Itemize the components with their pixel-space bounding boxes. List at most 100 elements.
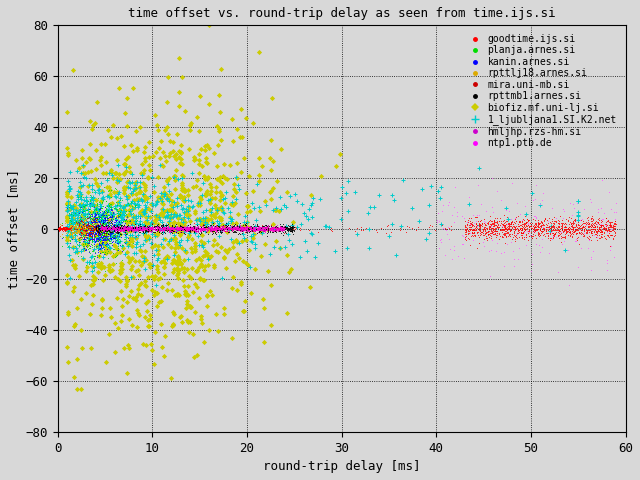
Point — [234, 254, 244, 262]
Point — [98, 216, 108, 224]
Point — [520, 220, 530, 228]
Point — [113, 222, 123, 230]
Point — [190, 227, 200, 234]
Point — [136, 226, 147, 234]
Point — [95, 225, 106, 232]
Point — [472, 222, 483, 230]
Point — [197, 262, 207, 270]
Point — [267, 224, 277, 232]
Point — [62, 226, 72, 233]
Point — [100, 215, 110, 223]
Point — [191, 224, 202, 232]
Point — [324, 223, 334, 231]
Point — [80, 201, 90, 208]
Point — [586, 221, 596, 229]
Point — [234, 226, 244, 234]
Point — [154, 223, 164, 231]
Point — [110, 185, 120, 192]
Point — [197, 241, 207, 249]
Point — [267, 223, 277, 231]
Point — [97, 204, 108, 212]
Point — [567, 225, 577, 233]
Point — [594, 220, 604, 228]
Point — [172, 213, 182, 220]
Point — [73, 224, 83, 231]
Point — [520, 218, 531, 226]
Point — [70, 223, 80, 231]
Point — [190, 223, 200, 231]
Point — [548, 227, 559, 234]
Point — [206, 216, 216, 223]
Point — [138, 228, 148, 236]
Point — [214, 225, 225, 233]
Point — [77, 155, 87, 162]
Point — [144, 234, 154, 241]
Point — [88, 228, 99, 235]
Point — [244, 226, 254, 234]
Point — [159, 190, 169, 198]
Point — [177, 225, 187, 233]
Point — [242, 225, 252, 232]
Point — [150, 288, 161, 296]
Point — [186, 225, 196, 232]
Point — [108, 224, 118, 231]
Point — [152, 226, 163, 234]
Point — [163, 225, 173, 233]
Point — [152, 224, 163, 231]
Point — [81, 227, 91, 234]
Point — [113, 229, 123, 237]
Point — [253, 224, 263, 231]
Point — [81, 242, 92, 250]
Point — [209, 224, 220, 231]
Point — [91, 226, 101, 233]
Point — [122, 219, 132, 227]
Point — [113, 226, 123, 233]
Point — [161, 224, 171, 232]
Point — [128, 226, 138, 234]
Point — [108, 224, 118, 232]
Point — [182, 224, 192, 232]
Point — [535, 223, 545, 230]
Point — [244, 224, 254, 232]
Point — [561, 228, 571, 235]
Point — [106, 223, 116, 231]
Point — [529, 226, 539, 234]
Point — [296, 200, 307, 208]
Point — [424, 229, 434, 237]
Point — [129, 227, 139, 234]
Point — [610, 216, 620, 223]
Point — [96, 213, 106, 221]
Point — [596, 222, 606, 229]
Point — [266, 225, 276, 232]
Point — [154, 224, 164, 231]
Point — [91, 223, 101, 230]
Point — [171, 150, 181, 158]
Point — [102, 191, 113, 198]
Point — [70, 221, 81, 228]
Point — [286, 228, 296, 235]
Point — [235, 219, 245, 227]
Point — [208, 219, 218, 227]
Point — [102, 208, 113, 216]
Point — [573, 228, 584, 236]
Point — [66, 227, 76, 235]
Point — [242, 224, 252, 231]
Point — [78, 204, 88, 212]
Point — [108, 215, 118, 223]
Point — [98, 243, 108, 251]
Point — [210, 223, 220, 231]
Point — [203, 255, 213, 263]
Point — [242, 226, 252, 233]
Point — [602, 266, 612, 274]
Point — [88, 228, 98, 236]
Point — [538, 221, 548, 228]
Point — [476, 200, 486, 208]
Point — [118, 216, 129, 224]
Point — [489, 230, 499, 238]
Point — [170, 310, 180, 318]
Point — [141, 224, 152, 232]
Point — [67, 222, 77, 229]
Point — [550, 226, 560, 234]
Point — [238, 227, 248, 234]
Point — [533, 228, 543, 236]
